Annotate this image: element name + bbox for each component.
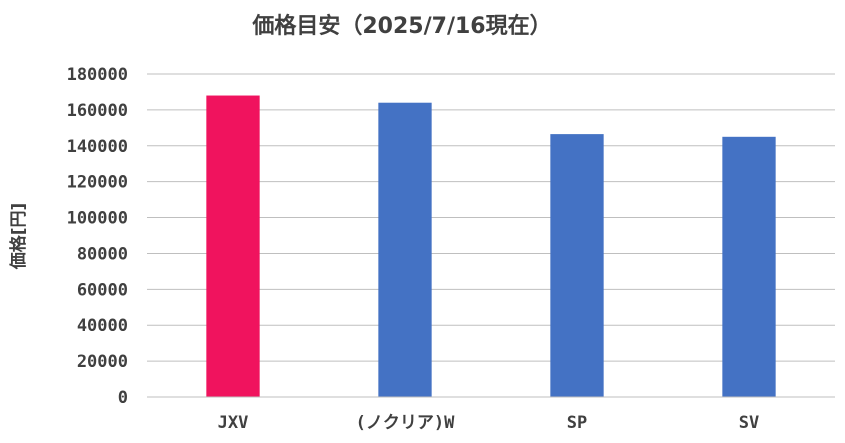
- x-category-label: SP: [567, 413, 587, 433]
- y-tick-label: 40000: [77, 316, 128, 336]
- y-tick-label: 180000: [67, 65, 128, 85]
- y-tick-label: 0: [118, 388, 128, 408]
- bar-sv: [722, 136, 776, 398]
- x-category-label: JXV: [218, 413, 249, 433]
- y-tick-label: 60000: [77, 280, 128, 300]
- bar-jxv: [206, 95, 260, 398]
- x-category-labels: JXV (ノクリア)W SP SV: [218, 413, 760, 433]
- y-tick-label: 100000: [67, 209, 128, 229]
- y-tick-labels: 0 20000 40000 60000 80000 100000 120000 140000 1…: [67, 65, 128, 408]
- chart-title: 価格目安（2025/7/16現在）: [251, 13, 551, 39]
- y-tick-label: 120000: [67, 173, 128, 193]
- gridlines: [147, 73, 835, 362]
- bar-sp: [550, 134, 604, 397]
- y-tick-label: 140000: [67, 137, 128, 157]
- x-category-label: SV: [739, 413, 759, 433]
- y-tick-label: 20000: [77, 352, 128, 372]
- y-tick-label: 160000: [67, 101, 128, 121]
- y-tick-label: 80000: [77, 244, 128, 264]
- x-category-label: (ノクリア)W: [356, 413, 455, 433]
- y-axis-label: 価格[円]: [8, 203, 29, 271]
- bar-w: [378, 102, 432, 397]
- bars: [206, 95, 776, 398]
